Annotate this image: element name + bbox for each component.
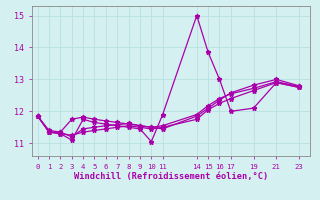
X-axis label: Windchill (Refroidissement éolien,°C): Windchill (Refroidissement éolien,°C) — [74, 172, 268, 181]
